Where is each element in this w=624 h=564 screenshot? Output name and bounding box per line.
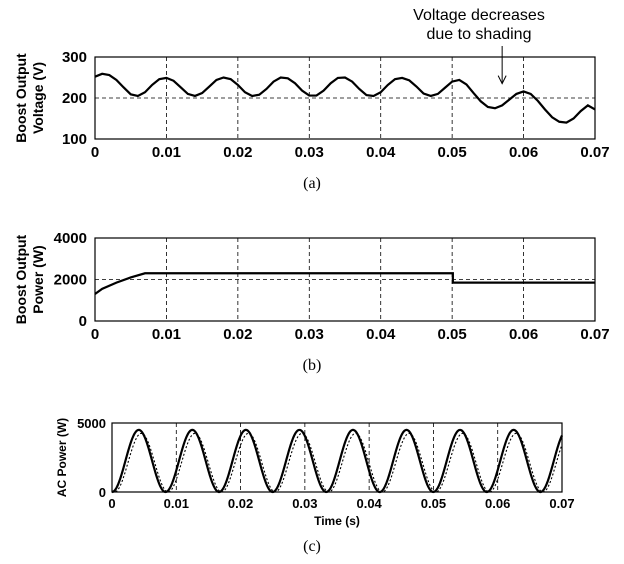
panel-b-power: 0 0.01 0.02 0.03 0.04 0.05 0.06 0.07 0 2000 4000 Bo… — [13, 230, 610, 374]
y-tick-label: 4000 — [54, 230, 87, 247]
x-tick-label: 0.05 — [438, 326, 467, 343]
x-tick-label: 0 — [91, 144, 99, 161]
x-tick-label: 0.04 — [366, 144, 396, 161]
x-tick-label: 0.04 — [356, 496, 382, 511]
panel-caption: (b) — [303, 357, 322, 374]
series-line-solid — [94, 72, 596, 124]
x-tick-label: 0 — [108, 496, 115, 511]
panel-caption: (a) — [303, 175, 321, 192]
x-tick-label: 0.07 — [580, 144, 609, 161]
x-tick-label: 0.02 — [223, 326, 252, 343]
plot-frame — [111, 422, 563, 493]
y-axis-label: Boost OutputVoltage (V) — [13, 53, 46, 143]
x-tick-label: 0.05 — [421, 496, 446, 511]
x-tick-label: 0.06 — [509, 144, 538, 161]
x-tick-label: 0.01 — [164, 496, 189, 511]
y-axis-label: Boost OutputPower (W) — [13, 234, 46, 324]
x-tick-label: 0.02 — [228, 496, 253, 511]
x-tick-label: 0.04 — [366, 326, 396, 343]
x-tick-label: 0.07 — [580, 326, 609, 343]
plot-frame — [94, 237, 596, 322]
x-tick-label: 0.01 — [152, 326, 181, 343]
y-axis-label: AC Power (W) — [55, 418, 69, 497]
x-tick-label: 0 — [91, 326, 99, 343]
y-tick-label: 100 — [62, 131, 87, 148]
series-line-dotted — [111, 432, 563, 493]
y-tick-label: 300 — [62, 49, 87, 66]
y-tick-label: 0 — [99, 485, 106, 500]
x-tick-label: 0.03 — [295, 326, 324, 343]
panel-caption: (c) — [303, 538, 321, 555]
plot-frame — [94, 56, 596, 140]
series-line-solid — [94, 272, 595, 295]
x-tick-label: 0.02 — [223, 144, 252, 161]
panel-c-ac-power: 0 0.01 0.02 0.03 0.04 0.05 0.06 0.07 0 5000 AC Pow… — [55, 416, 575, 555]
x-tick-label: 0.05 — [438, 144, 467, 161]
x-tick-label: 0.06 — [509, 326, 538, 343]
annotation-arrowhead — [497, 75, 507, 85]
x-tick-label: 0.06 — [485, 496, 510, 511]
x-axis-label: Time (s) — [314, 514, 360, 528]
x-tick-label: 0.03 — [295, 144, 324, 161]
y-tick-label: 2000 — [54, 272, 87, 289]
x-tick-label: 0.03 — [292, 496, 317, 511]
y-tick-label: 0 — [79, 313, 87, 330]
annotation-text: Voltage decreases due to shading — [413, 7, 545, 43]
panel-a-voltage: 0 0.01 0.02 0.03 0.04 0.05 0.06 0.07 100 200 300 Bo… — [13, 7, 610, 192]
x-tick-label: 0.07 — [549, 496, 574, 511]
y-tick-label: 200 — [62, 90, 87, 107]
x-tick-label: 0.01 — [152, 144, 181, 161]
y-tick-label: 5000 — [77, 416, 106, 431]
series-line-solid — [111, 428, 564, 494]
